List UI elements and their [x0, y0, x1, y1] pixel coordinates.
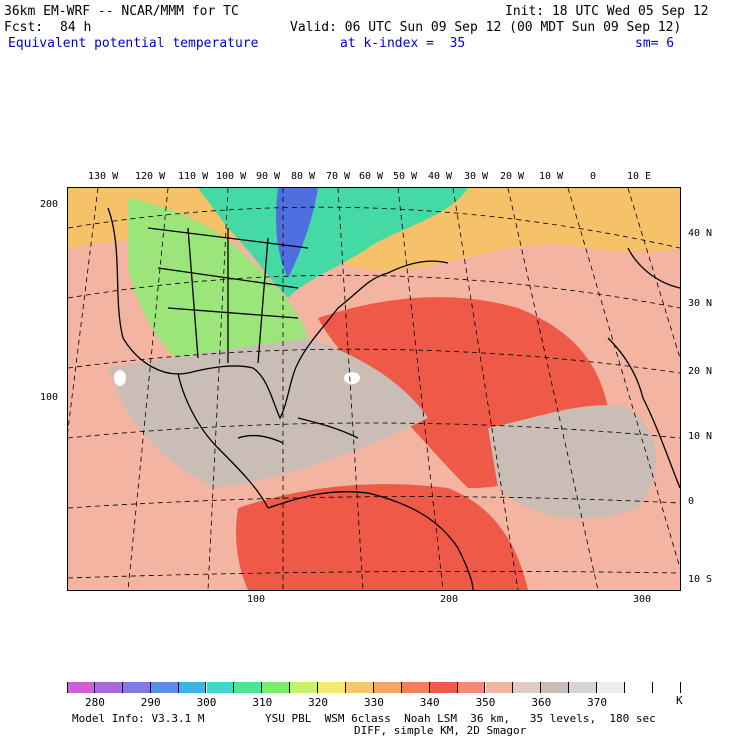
longitude-label: 60 W [359, 171, 384, 182]
colorbar-cell [373, 682, 402, 693]
longitude-label: 50 W [393, 171, 418, 182]
latitude-label: 10 S [688, 574, 713, 585]
colorbar-cell [457, 682, 486, 693]
colorbar-label: 330 [363, 696, 384, 709]
colorbar-cell [150, 682, 179, 693]
colorbar-label: 370 [587, 696, 608, 709]
colorbar-cell [597, 682, 625, 693]
colorbar-label: 280 [84, 696, 105, 709]
grid-index-x: 200 [440, 594, 459, 605]
grid-index-x: 300 [633, 594, 652, 605]
longitude-label: 110 W [178, 171, 209, 182]
colorbar-cell [541, 682, 570, 693]
longitude-label: 70 W [326, 171, 351, 182]
equivalent-potential-temperature-map [68, 188, 680, 590]
model-info: Model Info: V3.3.1 M [72, 712, 205, 725]
colorbar-cell [569, 682, 598, 693]
model-title: 36km EM-WRF -- NCAR/MMM for TC [4, 4, 239, 19]
forecast-label: Fcst: [4, 20, 44, 35]
latitude-label: 0 [688, 496, 695, 507]
field-name: Equivalent potential temperature [8, 36, 259, 51]
colorbar-cell [290, 682, 319, 693]
longitude-label: 120 W [135, 171, 166, 182]
diffusion-options: DIFF, simple KM, 2D Smagor [354, 724, 527, 737]
cold-airmass-region [276, 188, 318, 278]
coastlines [107, 207, 680, 590]
colorbar-cell [401, 682, 430, 693]
colorbar-cell [67, 682, 95, 693]
longitude-label: 90 W [256, 171, 281, 182]
physics-options: YSU PBL WSM 6class Noah LSM 36 km, 35 le… [265, 712, 656, 725]
init-time: Init: 18 UTC Wed 05 Sep 12 [505, 4, 709, 19]
colorbar-label: 290 [140, 696, 161, 709]
colorbar-cell [485, 682, 514, 693]
peak-value-spot [344, 372, 360, 384]
colorbar-cell [652, 682, 681, 693]
longitude-label: 30 W [464, 171, 489, 182]
longitude-label: 10 W [539, 171, 564, 182]
neutral-eastern-region [488, 405, 657, 519]
latitude-label: 10 N [688, 431, 713, 442]
colorbar-cell [318, 682, 346, 693]
colorbar-cell [234, 682, 263, 693]
peak-value-spot [114, 370, 126, 386]
colorbar-unit: K [676, 694, 683, 707]
mild-land-region [128, 198, 308, 368]
colorbar-cell [429, 682, 458, 693]
latitude-label: 30 N [688, 298, 713, 309]
smoothing-info: sm= 6 [635, 36, 675, 51]
hot-south-america-region [236, 484, 528, 590]
longitude-label: 0 [590, 171, 597, 182]
colorbar-label: 310 [252, 696, 273, 709]
grid-index-y: 100 [40, 392, 59, 403]
colorbar-label: 360 [531, 696, 552, 709]
valid-time: Valid: 06 UTC Sun 09 Sep 12 (00 MDT Sun … [290, 20, 682, 35]
colorbar-cell [94, 682, 123, 693]
colorbar-cell [178, 682, 207, 693]
grid-index-y: 200 [40, 199, 59, 210]
colorbar-label: 350 [475, 696, 496, 709]
map-panel [67, 187, 681, 591]
colorbar-cell [262, 682, 291, 693]
longitude-label: 80 W [291, 171, 316, 182]
colorbar-label: 320 [308, 696, 329, 709]
colorbar-cell [513, 682, 542, 693]
colorbar-label: 340 [419, 696, 440, 709]
longitude-label: 100 W [216, 171, 247, 182]
colorbar-cell [122, 682, 151, 693]
longitude-label: 130 W [88, 171, 119, 182]
grid-index-x: 100 [247, 594, 266, 605]
lat-lon-graticule [68, 188, 680, 590]
latitude-label: 40 N [688, 228, 713, 239]
colorbar-cell [206, 682, 235, 693]
longitude-label: 10 E [627, 171, 652, 182]
colorbar-cell [625, 682, 653, 693]
forecast-hour: 84 h [60, 20, 92, 35]
colorbar-cell [346, 682, 374, 693]
latitude-label: 20 N [688, 366, 713, 377]
longitude-label: 20 W [500, 171, 525, 182]
longitude-label: 40 W [428, 171, 453, 182]
temperature-colorbar [67, 682, 681, 693]
level-info: at k-index = 35 [340, 36, 466, 51]
colorbar-label: 300 [196, 696, 217, 709]
